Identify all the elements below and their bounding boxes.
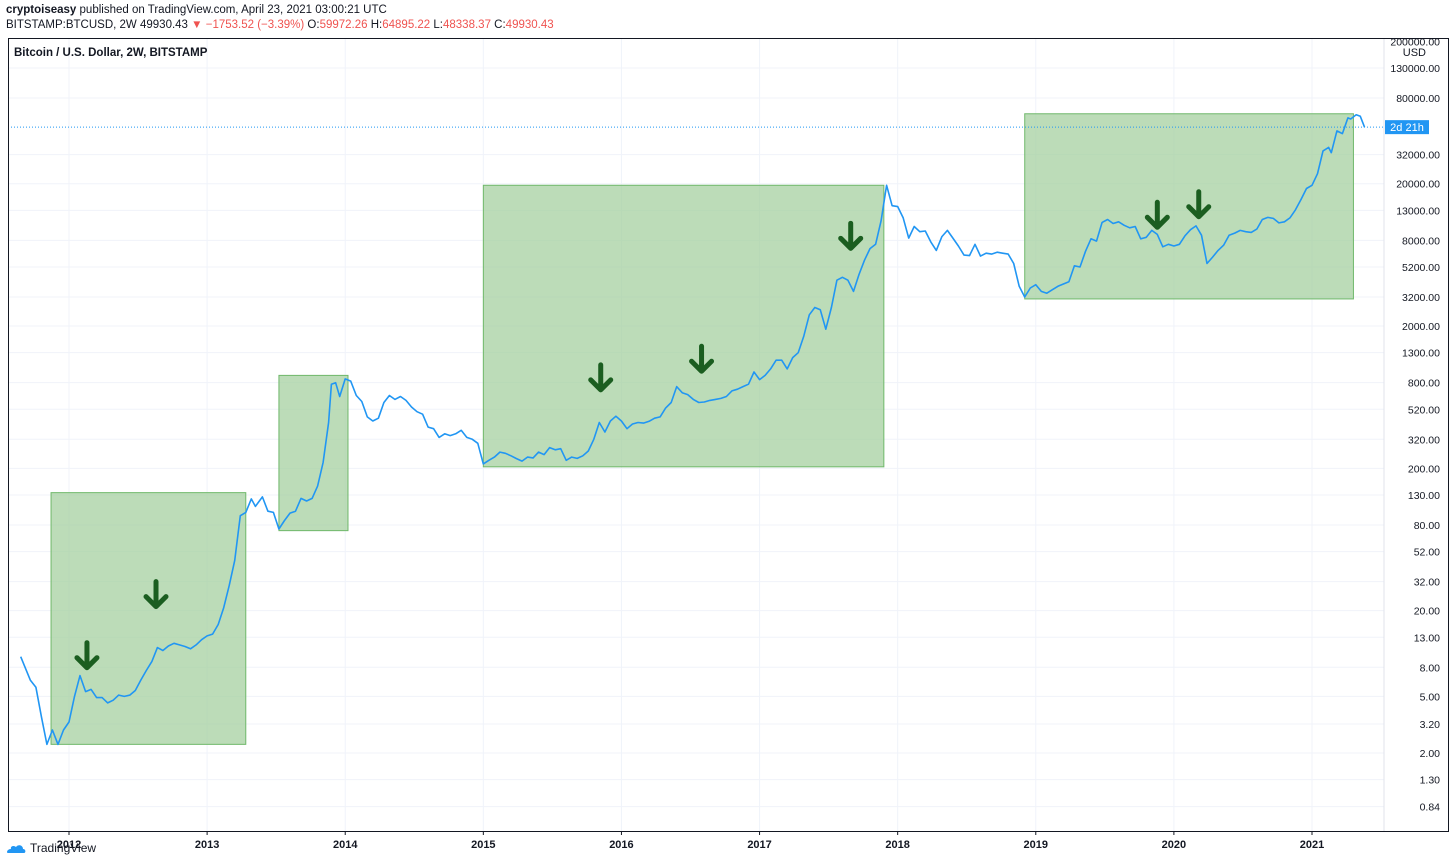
countdown-tag-bg — [1385, 120, 1429, 135]
y-tick-label: 80.00 — [1414, 520, 1440, 532]
highlight-box-2 — [278, 374, 349, 532]
x-tick-label: 2018 — [885, 839, 909, 851]
last-price: 49930.43 — [139, 19, 188, 31]
x-tick-label: 2020 — [1162, 839, 1186, 851]
price-change: −1753.52 (−3.39%) — [205, 19, 305, 31]
y-tick-label: 5200.00 — [1402, 262, 1440, 274]
x-tick-label: 2013 — [195, 839, 219, 851]
x-tick-label: 2016 — [609, 839, 633, 851]
y-tick-label: 1300.00 — [1402, 348, 1440, 360]
y-tick-label: 200000.00 — [1390, 36, 1440, 48]
open-value: 59972.26 — [319, 19, 368, 31]
time-axis[interactable]: 2012 2013 2014 2015 2016 2017 2018 2019 2020 2021 — [57, 831, 1324, 851]
y-tick-label: 13.00 — [1414, 632, 1440, 644]
close-value: 49930.43 — [505, 19, 554, 31]
y-tick-label: 130.00 — [1408, 490, 1440, 502]
y-tick-label: 200.00 — [1408, 463, 1440, 475]
y-tick-label: 32000.00 — [1396, 150, 1440, 162]
y-tick-label: 32.00 — [1414, 577, 1440, 589]
y-tick-label: 320.00 — [1408, 434, 1440, 446]
x-tick-label: 2019 — [1024, 839, 1048, 851]
y-tick-label: 20.00 — [1414, 606, 1440, 618]
high-label: H: — [370, 19, 383, 31]
y-tick-label: 0.84 — [1420, 802, 1441, 814]
highlight-box-1 — [50, 492, 247, 745]
y-tick-label: 3200.00 — [1402, 292, 1440, 304]
y-tick-label: 80000.00 — [1396, 93, 1440, 105]
down-arrow-icon — [689, 343, 715, 374]
down-arrow-icon — [74, 640, 100, 671]
down-arrows — [74, 189, 1212, 671]
y-tick-label: 8000.00 — [1402, 235, 1440, 247]
price-tag: 2d 21h — [1385, 120, 1429, 135]
close-label: C: — [494, 19, 506, 31]
low-label: L: — [433, 19, 443, 31]
y-tick-label: 3.20 — [1420, 719, 1441, 731]
y-tick-label: 2000.00 — [1402, 321, 1440, 333]
x-tick-label: 2015 — [471, 839, 495, 851]
chart-title: Bitcoin / U.S. Dollar, 2W, BITSTAMP — [14, 47, 208, 59]
price-unit-label: USD — [1403, 47, 1426, 59]
y-tick-label: 2.00 — [1420, 748, 1441, 760]
symbol-label: BITSTAMP:BTCUSD, 2W — [6, 19, 137, 31]
x-tick-label: 2012 — [57, 839, 81, 851]
y-tick-label: 800.00 — [1408, 378, 1440, 390]
change-down-icon: ▼ — [191, 19, 203, 31]
brand-label: TradingView — [30, 841, 97, 855]
low-value: 48338.37 — [443, 19, 491, 31]
y-tick-label: 1.30 — [1420, 775, 1441, 787]
down-arrow-icon — [588, 362, 614, 393]
publisher-name[interactable]: cryptoiseasy — [6, 4, 77, 16]
ohlc-bar: BITSTAMP:BTCUSD, 2W 49930.43 ▼ −1753.52 … — [6, 19, 554, 31]
y-tick-label: 13000.00 — [1396, 205, 1440, 217]
price-series — [19, 114, 1366, 746]
y-tick-label: 130000.00 — [1390, 63, 1440, 75]
btc-price-line — [19, 114, 1366, 746]
highlight-box-3 — [482, 184, 885, 468]
down-arrow-icon — [1186, 189, 1212, 220]
x-tick-label: 2014 — [333, 839, 358, 851]
tradingview-cloud-icon — [7, 845, 26, 853]
y-tick-label: 5.00 — [1420, 691, 1441, 703]
down-arrow-icon — [1144, 199, 1170, 230]
down-arrow-icon — [838, 220, 864, 251]
tradingview-brand[interactable]: TradingView — [6, 841, 96, 855]
y-tick-label: 20000.00 — [1396, 179, 1440, 191]
high-value: 64895.22 — [382, 19, 431, 31]
y-tick-label: 520.00 — [1408, 404, 1440, 416]
y-tick-label: 8.00 — [1420, 662, 1441, 674]
y-tick-label: 52.00 — [1414, 547, 1440, 559]
down-arrow-icon — [143, 579, 169, 610]
published-text: published on TradingView.com, April 23, … — [79, 4, 387, 16]
chart-pane-frame — [8, 38, 1449, 832]
countdown-tag: 2d 21h — [1390, 122, 1424, 134]
open-label: O: — [307, 19, 320, 31]
publish-info: cryptoiseasy published on TradingView.co… — [6, 4, 387, 16]
price-axis[interactable]: 200000.00 130000.00 80000.00 32000.00 20000.… — [1390, 36, 1440, 813]
x-tick-label: 2017 — [747, 839, 771, 851]
x-tick-label: 2021 — [1300, 839, 1324, 851]
highlight-boxes — [50, 113, 1354, 745]
